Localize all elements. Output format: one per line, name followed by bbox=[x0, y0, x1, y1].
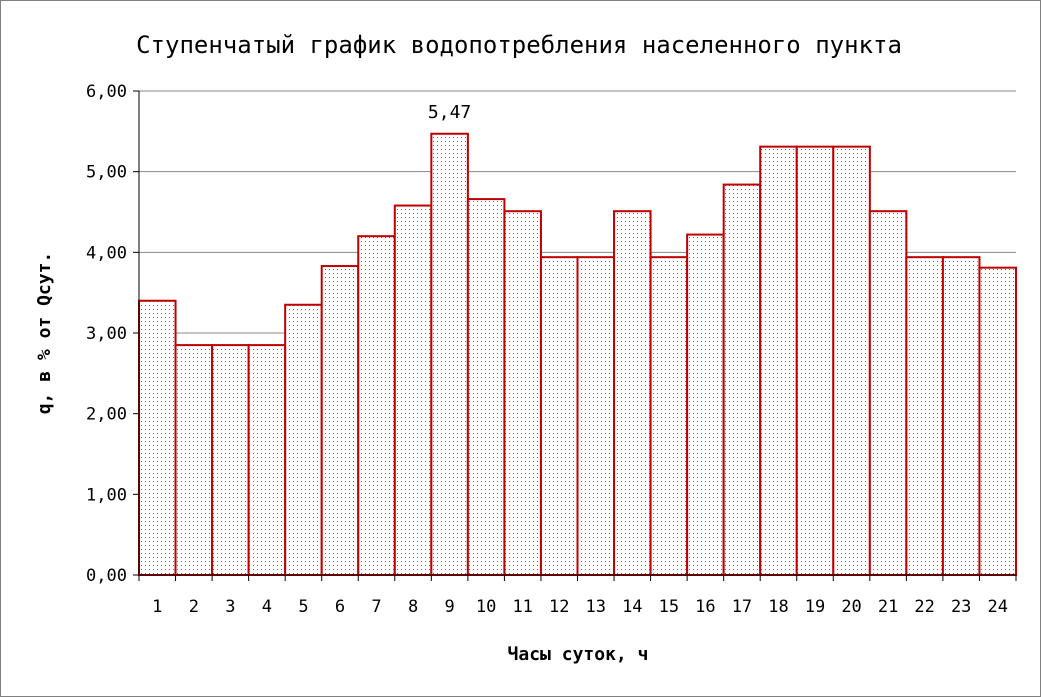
y-tick-label: 5,00 bbox=[86, 163, 127, 183]
bar bbox=[978, 266, 1017, 576]
bar bbox=[832, 145, 871, 576]
bars bbox=[138, 132, 1017, 577]
bar bbox=[503, 210, 542, 576]
x-tick-label: 8 bbox=[408, 597, 418, 617]
x-tick-label: 16 bbox=[695, 597, 715, 617]
x-tick-label: 24 bbox=[987, 597, 1007, 617]
x-tick-label: 13 bbox=[586, 597, 606, 617]
data-label: 5,47 bbox=[428, 102, 471, 123]
x-tick-label: 22 bbox=[914, 597, 934, 617]
bar bbox=[759, 145, 798, 576]
bar bbox=[430, 132, 469, 576]
x-tick-label: 11 bbox=[512, 597, 532, 617]
x-tick-label: 17 bbox=[732, 597, 752, 617]
bar bbox=[357, 235, 396, 576]
x-tick-label: 14 bbox=[622, 597, 642, 617]
x-tick-label: 2 bbox=[189, 597, 199, 617]
x-tick-label: 3 bbox=[225, 597, 235, 617]
bar bbox=[466, 198, 506, 577]
x-tick-label: 6 bbox=[335, 597, 345, 617]
tick-labels: 0,001,002,003,004,005,006,001 2 3 4 5 6 7 8 9 10 1… bbox=[86, 82, 1008, 617]
x-tick-label: 19 bbox=[805, 597, 825, 617]
bar bbox=[539, 256, 579, 576]
x-tick-label: 10 bbox=[476, 597, 496, 617]
bar bbox=[649, 256, 689, 576]
bar bbox=[686, 233, 725, 576]
x-tick-label: 18 bbox=[768, 597, 788, 617]
x-tick-label: 20 bbox=[841, 597, 861, 617]
x-tick-label: 15 bbox=[659, 597, 679, 617]
x-tick-label: 7 bbox=[371, 597, 381, 617]
bar bbox=[247, 344, 287, 576]
bar bbox=[211, 344, 250, 576]
y-tick-label: 4,00 bbox=[86, 243, 127, 263]
bar bbox=[393, 204, 433, 576]
axes bbox=[133, 90, 1017, 581]
y-tick-label: 6,00 bbox=[86, 82, 127, 102]
x-tick-label: 1 bbox=[152, 597, 162, 617]
bar bbox=[722, 183, 762, 576]
bar bbox=[868, 210, 908, 576]
y-tick-label: 2,00 bbox=[86, 405, 127, 425]
bar bbox=[174, 344, 214, 576]
y-tick-label: 0,00 bbox=[86, 566, 127, 586]
x-tick-label: 23 bbox=[951, 597, 971, 617]
x-tick-label: 9 bbox=[444, 597, 454, 617]
bar bbox=[613, 210, 652, 576]
x-tick-label: 12 bbox=[549, 597, 569, 617]
chart-title: Ступенчатый график водопотребления насел… bbox=[136, 31, 902, 59]
bar bbox=[576, 256, 616, 576]
bar bbox=[905, 256, 944, 576]
x-tick-label: 5 bbox=[298, 597, 308, 617]
y-tick-label: 3,00 bbox=[86, 324, 127, 344]
x-axis-label: Часы суток, ч bbox=[508, 644, 649, 665]
x-tick-label: 4 bbox=[262, 597, 272, 617]
x-tick-label: 21 bbox=[878, 597, 898, 617]
y-axis-label: q, в % от Qсут. bbox=[34, 252, 55, 415]
y-tick-label: 1,00 bbox=[86, 485, 127, 505]
bar bbox=[941, 256, 981, 576]
bar bbox=[138, 299, 177, 576]
bar bbox=[320, 265, 360, 576]
bar bbox=[795, 145, 835, 576]
bar bbox=[284, 303, 323, 576]
